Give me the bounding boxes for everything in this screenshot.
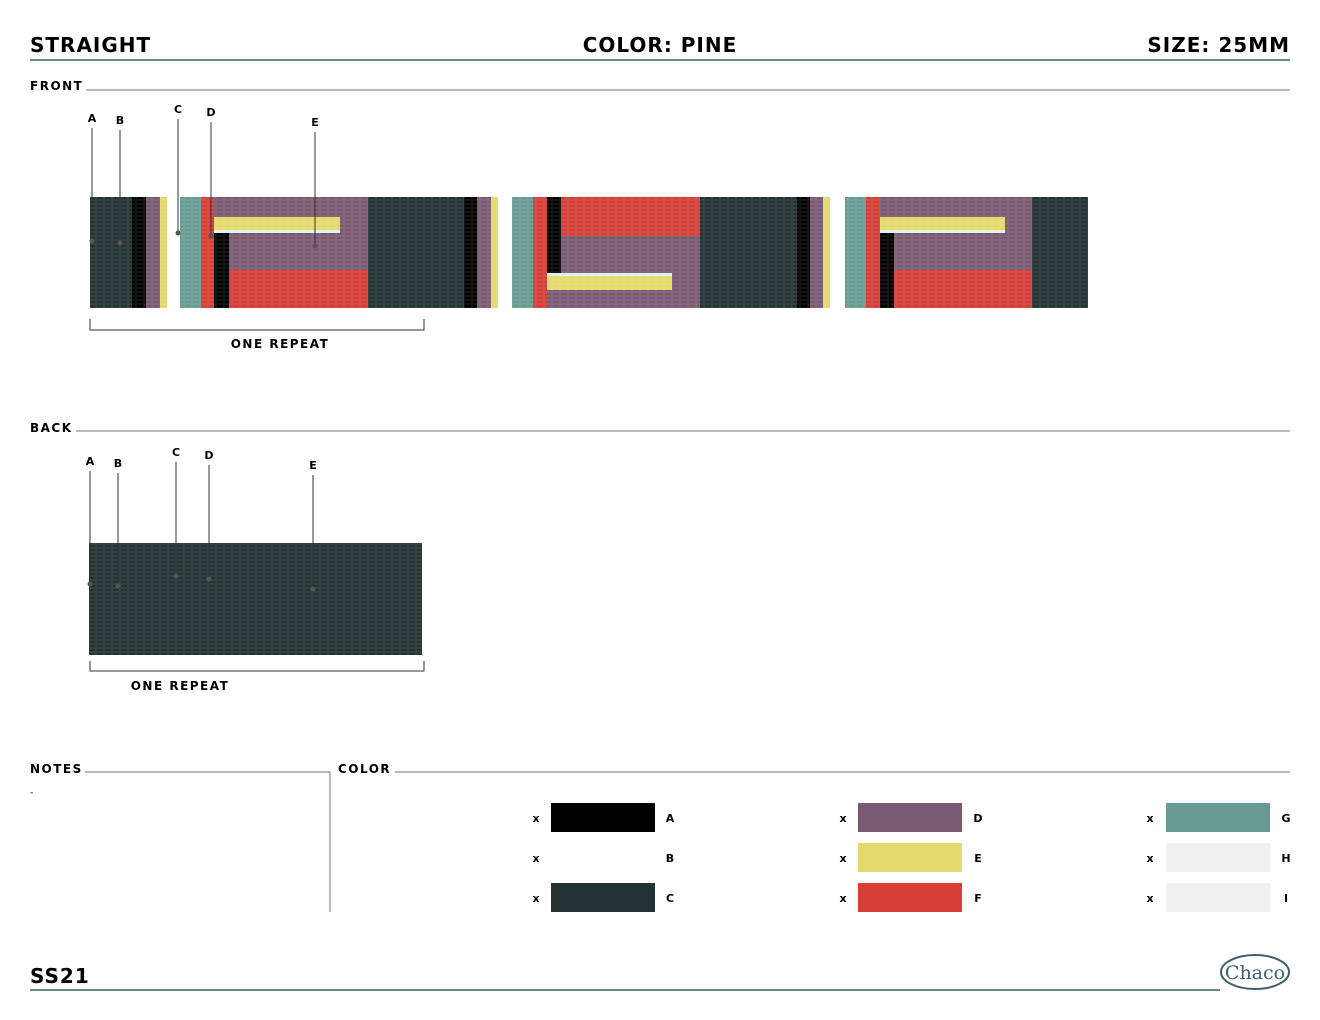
callout-dot bbox=[117, 240, 123, 246]
season: SS21 bbox=[30, 964, 90, 988]
back-label: BACK bbox=[30, 421, 73, 435]
swatch-code: A bbox=[666, 812, 675, 825]
callout-letter: D bbox=[206, 106, 215, 119]
callout-letter: B bbox=[116, 114, 124, 127]
swatch-qty: x bbox=[1146, 812, 1153, 825]
back-callouts: A B C D E bbox=[86, 446, 317, 592]
swatch-qty: x bbox=[839, 892, 846, 905]
swatch-code: I bbox=[1284, 892, 1288, 905]
logo-badge bbox=[1220, 954, 1290, 990]
callout-letter: C bbox=[172, 446, 180, 459]
notes-text: - bbox=[30, 788, 33, 798]
callout-letter: E bbox=[309, 459, 317, 472]
swatch-code: E bbox=[974, 852, 982, 865]
swatch bbox=[858, 803, 962, 832]
front-repeat-bracket bbox=[89, 319, 425, 331]
logo: Chaco bbox=[1225, 962, 1285, 984]
back-repeat: ONE REPEAT bbox=[131, 679, 230, 693]
callout-dot bbox=[175, 230, 181, 236]
callout-dot bbox=[312, 243, 318, 249]
size: SIZE: 25MM bbox=[1147, 33, 1290, 57]
swatch bbox=[551, 883, 655, 912]
swatch-qty: x bbox=[532, 852, 539, 865]
swatch bbox=[858, 883, 962, 912]
swatch-qty: x bbox=[839, 812, 846, 825]
swatch-qty: x bbox=[532, 812, 539, 825]
callout-dot bbox=[89, 238, 95, 244]
swatch bbox=[1166, 803, 1270, 832]
swatch bbox=[551, 843, 655, 872]
callout-dot bbox=[208, 233, 214, 239]
swatch-code: C bbox=[666, 892, 674, 905]
swatch-code: F bbox=[974, 892, 982, 905]
callout-dot bbox=[206, 576, 212, 582]
callout-letter: D bbox=[204, 449, 213, 462]
back-strap bbox=[89, 543, 422, 655]
front-repeat: ONE REPEAT bbox=[231, 337, 330, 351]
swatch-code: H bbox=[1281, 852, 1290, 865]
callout-letter: B bbox=[114, 457, 122, 470]
swatch-code: B bbox=[666, 852, 674, 865]
swatch-qty: x bbox=[839, 852, 846, 865]
front-strap bbox=[90, 197, 1088, 308]
front-callouts: A B C D E bbox=[88, 103, 319, 249]
notes-label: NOTES bbox=[30, 762, 83, 776]
callout-letter: E bbox=[311, 116, 319, 129]
color-label: COLOR bbox=[338, 762, 391, 776]
swatch bbox=[858, 843, 962, 872]
swatch-code: D bbox=[973, 812, 982, 825]
swatches: x Ax Bx Cx Dx Ex Fx Gx Hx I bbox=[532, 803, 1291, 912]
callout-dot bbox=[115, 583, 121, 589]
callout-letter: C bbox=[174, 103, 182, 116]
style-name: STRAIGHT bbox=[30, 33, 151, 57]
callout-dot bbox=[310, 586, 316, 592]
swatch-qty: x bbox=[1146, 892, 1153, 905]
callout-letter: A bbox=[86, 455, 95, 468]
swatch-qty: x bbox=[532, 892, 539, 905]
swatch-code: G bbox=[1281, 812, 1290, 825]
swatch bbox=[1166, 883, 1270, 912]
callout-dot bbox=[87, 581, 93, 587]
back-repeat-bracket bbox=[89, 661, 425, 672]
front-label: FRONT bbox=[30, 79, 83, 93]
color-name: COLOR: PINE bbox=[583, 33, 738, 57]
swatch-qty: x bbox=[1146, 852, 1153, 865]
callout-dot bbox=[173, 573, 179, 579]
swatch bbox=[551, 803, 655, 832]
swatch bbox=[1166, 843, 1270, 872]
callout-letter: A bbox=[88, 112, 97, 125]
